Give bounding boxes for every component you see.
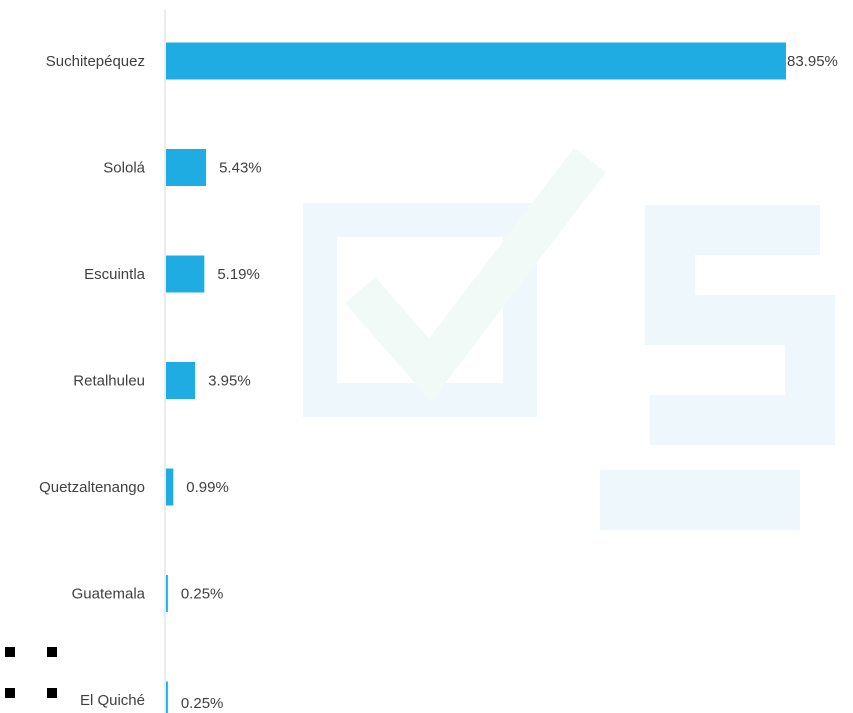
value-label: 0.25% [181,695,224,712]
legend-square-icon [47,688,57,698]
bar [166,468,174,506]
legend-square-icon [5,647,15,657]
category-label: Suchitepéquez [46,53,145,70]
value-label: 3.95% [208,373,251,390]
category-label: Guatemala [72,586,146,603]
watermark-logo [303,147,835,530]
bar [166,149,207,186]
legend-square-icon [5,688,15,698]
category-label: El Quiché [80,692,145,709]
bar [166,42,786,80]
value-label: 5.43% [219,160,262,177]
value-label: 83.95% [787,53,838,70]
bar [166,362,196,399]
category-label: Retalhuleu [73,373,145,390]
bar [166,681,168,713]
category-label: Escuintla [84,266,146,283]
value-label: 0.25% [181,586,224,603]
legend-square-icon [47,647,57,657]
value-label: 0.99% [186,479,229,496]
bar [166,575,168,612]
bar [166,255,205,293]
category-label: Sololá [103,160,145,177]
category-label: Quetzaltenango [39,479,145,496]
value-label: 5.19% [217,266,260,283]
